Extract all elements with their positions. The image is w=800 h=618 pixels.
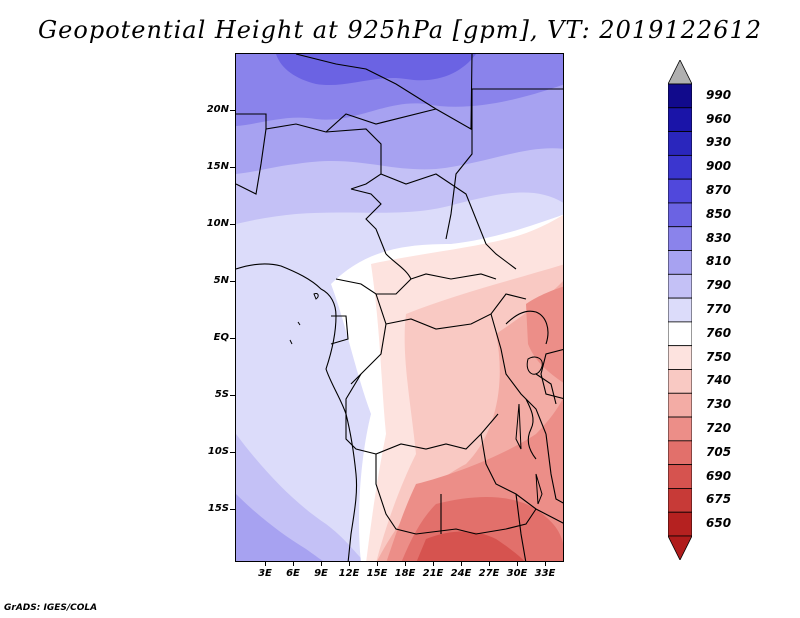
lon-label-18e: 18E bbox=[394, 568, 416, 579]
lon-tick bbox=[405, 562, 406, 566]
lon-tick bbox=[265, 562, 266, 566]
lake-tanganyika bbox=[515, 403, 522, 450]
colorbar-level-label: 720 bbox=[706, 420, 732, 435]
lon-label-27e: 27E bbox=[478, 568, 500, 579]
lon-label-30e: 30E bbox=[506, 568, 528, 579]
island-sao-tome bbox=[289, 339, 293, 345]
colorbar-level-label: 730 bbox=[706, 397, 732, 412]
colorbar-swatch bbox=[668, 250, 692, 275]
colorbar-level-label: 650 bbox=[706, 516, 732, 531]
colorbar-level-label: 900 bbox=[706, 159, 732, 174]
lon-tick bbox=[377, 562, 378, 566]
map-field bbox=[236, 54, 563, 561]
lon-tick bbox=[461, 562, 462, 566]
lon-label-24e: 24E bbox=[450, 568, 472, 579]
colorbar-level-label: 740 bbox=[706, 373, 732, 388]
field-810-sw bbox=[236, 494, 323, 561]
colorbar-swatch bbox=[668, 273, 692, 299]
colorbar-swatch bbox=[668, 511, 692, 537]
colorbar-level-label: 810 bbox=[706, 254, 732, 269]
colorbar-level-label: 850 bbox=[706, 206, 732, 221]
field-690 bbox=[416, 531, 525, 561]
colorbar-level-label: 830 bbox=[706, 230, 732, 245]
lat-tick bbox=[230, 452, 235, 453]
lon-tick bbox=[517, 562, 518, 566]
lat-label-10n: 10N bbox=[206, 218, 229, 229]
lon-label-15e: 15E bbox=[366, 568, 388, 579]
lat-label-5s: 5S bbox=[214, 389, 229, 400]
colorbar-level-label: 750 bbox=[706, 349, 732, 364]
lat-tick bbox=[230, 338, 235, 339]
colorbar-level-label: 705 bbox=[706, 444, 732, 459]
colorbar-swatch bbox=[668, 321, 692, 347]
lat-tick bbox=[230, 281, 235, 282]
lon-label-6e: 6E bbox=[286, 568, 300, 579]
lat-label-5n: 5N bbox=[213, 275, 229, 286]
chart-title: Geopotential Height at 925hPa [gpm], VT:… bbox=[38, 16, 762, 44]
lon-tick bbox=[293, 562, 294, 566]
colorbar-level-label: 930 bbox=[706, 135, 732, 150]
island-principe bbox=[297, 321, 301, 326]
colorbar bbox=[668, 60, 692, 560]
lat-tick bbox=[230, 395, 235, 396]
lat-label-15s: 15S bbox=[207, 503, 229, 514]
colorbar-swatch bbox=[668, 226, 692, 251]
island-bioko bbox=[313, 293, 319, 300]
lake-malawi bbox=[535, 473, 543, 505]
lat-tick bbox=[230, 167, 235, 168]
lon-label-3e: 3E bbox=[258, 568, 272, 579]
lon-tick bbox=[349, 562, 350, 566]
lon-tick bbox=[321, 562, 322, 566]
colorbar-swatch bbox=[668, 178, 692, 204]
lake-victoria bbox=[526, 356, 543, 375]
colorbar-over-triangle bbox=[668, 60, 692, 85]
colorbar-swatch bbox=[668, 392, 692, 418]
lat-label-20n: 20N bbox=[206, 104, 229, 115]
colorbar-swatch bbox=[668, 440, 692, 466]
field-720-east bbox=[526, 286, 563, 383]
lat-tick bbox=[230, 509, 235, 510]
colorbar-swatch bbox=[668, 464, 692, 489]
colorbar-under-triangle bbox=[668, 535, 692, 560]
lon-label-33e: 33E bbox=[534, 568, 556, 579]
lon-label-12e: 12E bbox=[338, 568, 360, 579]
colorbar-swatch bbox=[668, 488, 692, 513]
lon-label-21e: 21E bbox=[422, 568, 444, 579]
colorbar-level-label: 675 bbox=[706, 492, 732, 507]
lat-tick bbox=[230, 110, 235, 111]
colorbar-level-label: 790 bbox=[706, 278, 732, 293]
colorbar-swatch bbox=[668, 297, 692, 323]
colorbar-level-label: 990 bbox=[706, 87, 732, 102]
lat-tick bbox=[230, 224, 235, 225]
colorbar-level-label: 960 bbox=[706, 111, 732, 126]
colorbar-swatch bbox=[668, 83, 692, 109]
lon-tick bbox=[545, 562, 546, 566]
colorbar-swatch bbox=[668, 416, 692, 442]
lon-tick bbox=[489, 562, 490, 566]
lat-label-15n: 15N bbox=[206, 161, 229, 172]
colorbar-swatch bbox=[668, 345, 692, 370]
footer-credit: GrADS: IGES/COLA bbox=[4, 603, 98, 613]
map-panel bbox=[235, 53, 564, 562]
lat-label-10s: 10S bbox=[207, 446, 229, 457]
lon-label-9e: 9E bbox=[314, 568, 328, 579]
colorbar-swatch bbox=[668, 154, 692, 180]
colorbar-swatch bbox=[668, 107, 692, 132]
colorbar-level-label: 770 bbox=[706, 302, 732, 316]
colorbar-swatch bbox=[668, 131, 692, 156]
colorbar-swatch bbox=[668, 202, 692, 228]
lat-label-eq: EQ bbox=[213, 332, 229, 343]
colorbar-level-label: 760 bbox=[706, 325, 732, 340]
colorbar-level-label: 690 bbox=[706, 468, 732, 483]
colorbar-level-label: 870 bbox=[706, 183, 732, 198]
colorbar-swatch bbox=[668, 369, 692, 394]
country-borders bbox=[236, 54, 563, 561]
lon-tick bbox=[433, 562, 434, 566]
